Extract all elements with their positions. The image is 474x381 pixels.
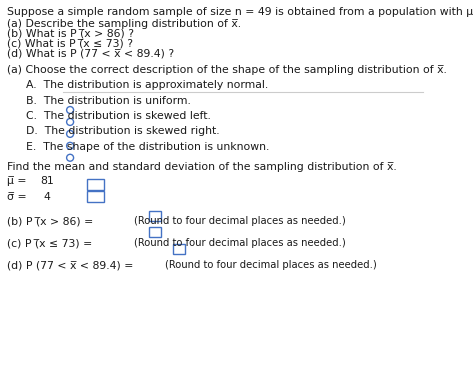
FancyBboxPatch shape: [87, 191, 104, 202]
Text: (c) P (̅x ≤ 73) =: (c) P (̅x ≤ 73) =: [7, 238, 96, 248]
Text: μ̅̅ =: μ̅̅ =: [7, 176, 27, 186]
Text: (d) P (77 < x̅ < 89.4) =: (d) P (77 < x̅ < 89.4) =: [7, 260, 137, 270]
FancyBboxPatch shape: [149, 210, 161, 221]
Text: σ̅̅ =: σ̅̅ =: [7, 192, 27, 202]
FancyBboxPatch shape: [149, 227, 161, 237]
Text: (d) What is P (77 < x̅ < 89.4) ?: (d) What is P (77 < x̅ < 89.4) ?: [7, 49, 174, 59]
Text: (c) What is P (̅x ≤ 73) ?: (c) What is P (̅x ≤ 73) ?: [7, 39, 133, 49]
Text: (Round to four decimal places as needed.): (Round to four decimal places as needed.…: [165, 260, 377, 270]
Text: (b) P (̅x > 86) =: (b) P (̅x > 86) =: [7, 216, 97, 226]
Text: Find the mean and standard deviation of the sampling distribution of x̅.: Find the mean and standard deviation of …: [7, 162, 397, 172]
Text: (Round to four decimal places as needed.): (Round to four decimal places as needed.…: [134, 238, 346, 248]
Text: (b) What is P (̅x > 86) ?: (b) What is P (̅x > 86) ?: [7, 29, 134, 39]
Text: (Round to four decimal places as needed.): (Round to four decimal places as needed.…: [134, 216, 346, 226]
Text: B.  The distribution is uniform.: B. The distribution is uniform.: [26, 96, 191, 106]
Text: 81: 81: [40, 176, 54, 186]
FancyBboxPatch shape: [87, 179, 104, 190]
Text: E.  The shape of the distribution is unknown.: E. The shape of the distribution is unkn…: [26, 142, 269, 152]
Text: (a) Choose the correct description of the shape of the sampling distribution of : (a) Choose the correct description of th…: [7, 65, 447, 75]
Text: C.  The distribution is skewed left.: C. The distribution is skewed left.: [26, 111, 211, 121]
Text: Suppose a simple random sample of size n = 49 is obtained from a population with: Suppose a simple random sample of size n…: [7, 7, 474, 17]
Text: (a) Describe the sampling distribution of x̅.: (a) Describe the sampling distribution o…: [7, 19, 241, 29]
Text: 4: 4: [44, 192, 50, 202]
Text: D.  The distribution is skewed right.: D. The distribution is skewed right.: [26, 126, 219, 136]
Text: A.  The distribution is approximately normal.: A. The distribution is approximately nor…: [26, 80, 268, 90]
FancyBboxPatch shape: [173, 244, 185, 255]
